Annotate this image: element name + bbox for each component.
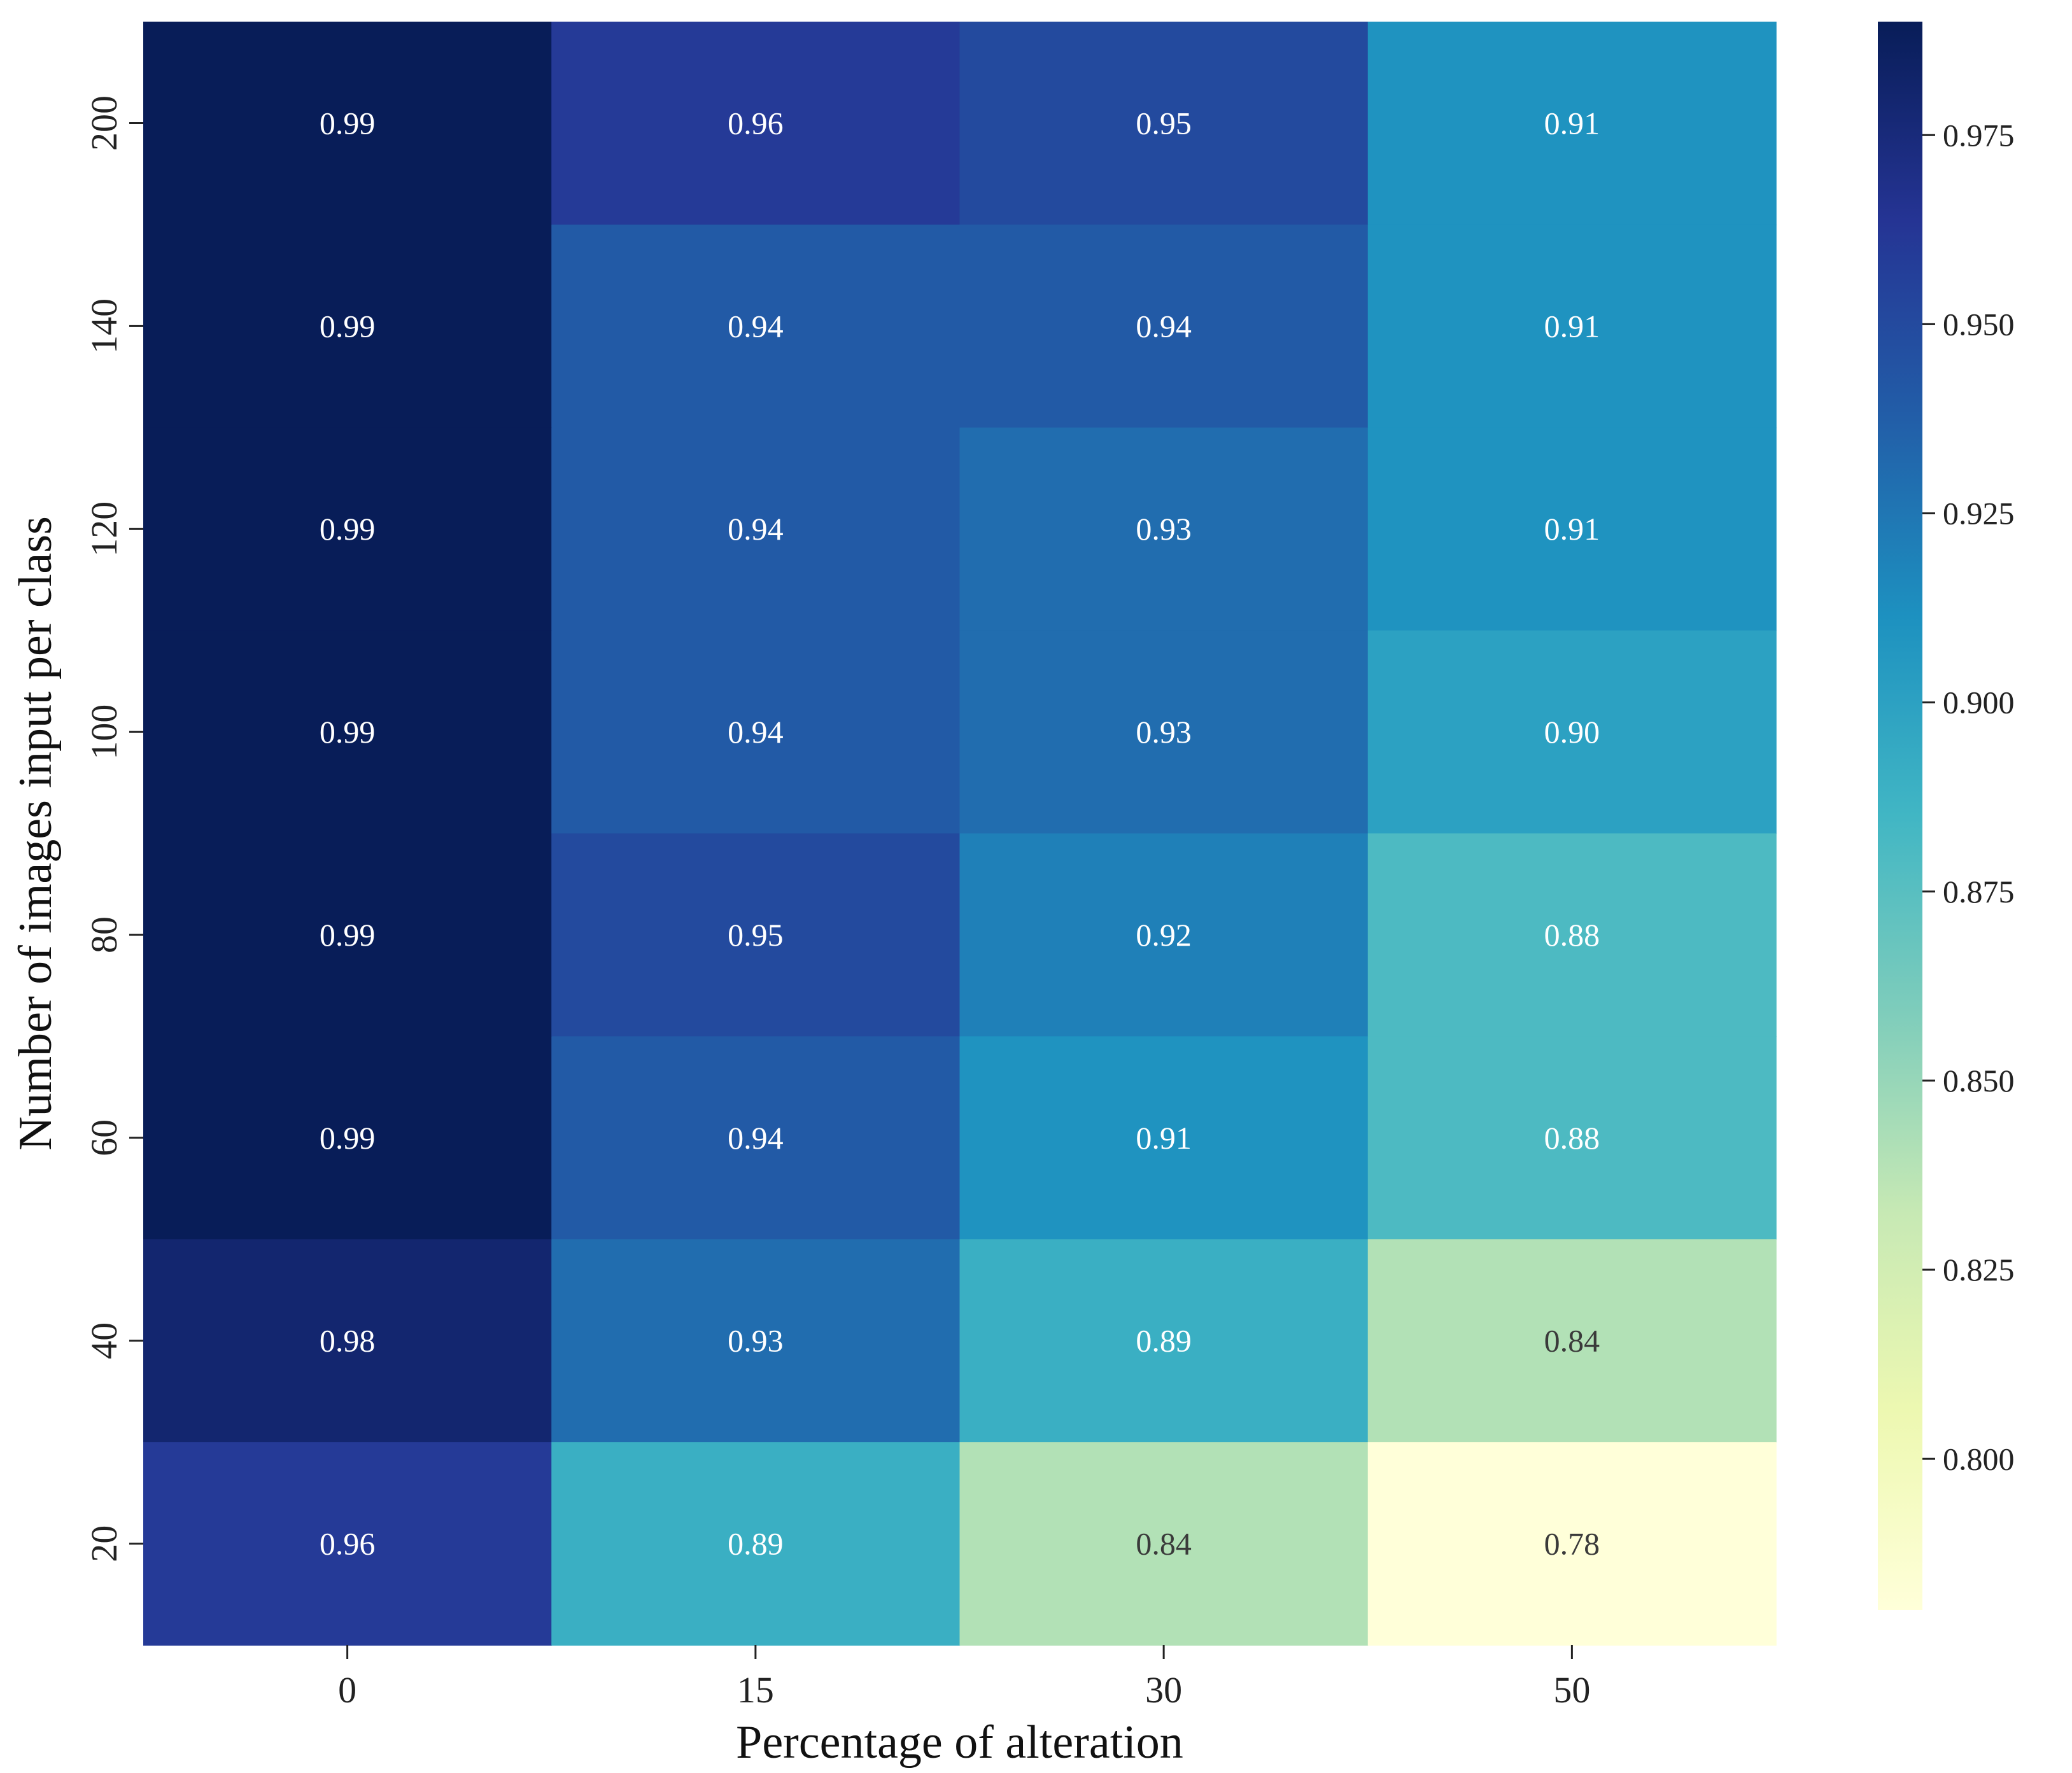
heatmap-cell-r5-c1 <box>551 1036 961 1240</box>
colorbar: 0.800 0.825 0.850 0.875 0.900 0.925 0.950 0.975 <box>1878 22 2015 1610</box>
heatmap-cell-r6-c2 <box>959 1239 1369 1443</box>
cell-value-r3-c1: 0.94 <box>728 714 784 750</box>
heatmap-cell-r4-c0 <box>143 833 553 1037</box>
x-axis: 0 15 30 50 <box>338 1645 1590 1711</box>
heatmap-cell-r0-c0 <box>143 22 553 225</box>
heatmap-cell-r5-c3 <box>1367 1036 1777 1240</box>
cell-value-r2-c3: 0.91 <box>1544 511 1600 547</box>
colorbar-scale <box>1878 22 1922 1610</box>
cell-value-r4-c1: 0.95 <box>728 917 784 953</box>
heatmap-annotations: 0.99 0.96 0.95 0.91 0.99 0.94 0.94 0.91 0.99 0.94… <box>320 105 1600 1561</box>
colorbar-tick-label-5: 0.925 <box>1943 496 2015 531</box>
heatmap-cell-r2-c2 <box>959 427 1369 631</box>
cell-value-r4-c0: 0.99 <box>320 917 376 953</box>
heatmap-cell-r0-c1 <box>551 22 961 225</box>
heatmap-cell-r7-c2 <box>959 1442 1369 1646</box>
cell-value-r5-c0: 0.99 <box>320 1120 376 1156</box>
cell-value-r6-c0: 0.98 <box>320 1323 376 1359</box>
cell-value-r5-c3: 0.88 <box>1544 1120 1600 1156</box>
heatmap-cell-r3-c0 <box>143 630 553 834</box>
y-axis: 200 140 120 100 80 60 40 20 <box>83 95 143 1562</box>
cell-value-r7-c2: 0.84 <box>1136 1526 1192 1562</box>
colorbar-tick-label-2: 0.850 <box>1943 1063 2015 1098</box>
cell-value-r1-c0: 0.99 <box>320 308 376 344</box>
cell-value-r7-c3: 0.78 <box>1544 1526 1600 1562</box>
y-tick-label-120: 120 <box>83 501 125 557</box>
cell-value-r2-c1: 0.94 <box>728 511 784 547</box>
y-tick-label-80: 80 <box>83 916 125 953</box>
heatmap-cell-r7-c1 <box>551 1442 961 1646</box>
cell-value-r7-c0: 0.96 <box>320 1526 376 1562</box>
cell-value-r7-c1: 0.89 <box>728 1526 784 1562</box>
heatmap-cell-r1-c3 <box>1367 224 1777 428</box>
cell-value-r4-c3: 0.88 <box>1544 917 1600 953</box>
cell-value-r0-c1: 0.96 <box>728 105 784 141</box>
cell-value-r3-c3: 0.90 <box>1544 714 1600 750</box>
heatmap-cell-r5-c0 <box>143 1036 553 1240</box>
x-axis-title: Percentage of alteration <box>736 1716 1183 1769</box>
heatmap-cell-r0-c3 <box>1367 22 1777 225</box>
cell-value-r3-c2: 0.93 <box>1136 714 1192 750</box>
heatmap-cell-r4-c3 <box>1367 833 1777 1037</box>
heatmap-cell-r3-c2 <box>959 630 1369 834</box>
y-tick-label-200: 200 <box>83 95 125 151</box>
heatmap-cell-r4-c1 <box>551 833 961 1037</box>
heatmap-cell-r1-c0 <box>143 224 553 428</box>
y-tick-label-20: 20 <box>83 1525 125 1562</box>
heatmap-cell-r2-c3 <box>1367 427 1777 631</box>
x-tick-label-0: 0 <box>338 1669 356 1711</box>
colorbar-tick-label-6: 0.950 <box>1943 306 2015 342</box>
cell-value-r0-c2: 0.95 <box>1136 105 1192 141</box>
colorbar-tick-label-7: 0.975 <box>1943 117 2015 153</box>
cell-value-r0-c3: 0.91 <box>1544 105 1600 141</box>
heatmap-cell-r2-c1 <box>551 427 961 631</box>
heatmap-cell-r1-c1 <box>551 224 961 428</box>
y-tick-label-60: 60 <box>83 1119 125 1156</box>
cell-value-r1-c3: 0.91 <box>1544 308 1600 344</box>
heatmap-cell-r6-c1 <box>551 1239 961 1443</box>
heatmap-cell-r0-c2 <box>959 22 1369 225</box>
cell-value-r1-c2: 0.94 <box>1136 308 1192 344</box>
x-tick-label-15: 15 <box>737 1669 774 1711</box>
heatmap-cell-r6-c0 <box>143 1239 553 1443</box>
x-tick-label-50: 50 <box>1553 1669 1590 1711</box>
y-tick-label-40: 40 <box>83 1322 125 1359</box>
colorbar-tick-label-4: 0.900 <box>1943 685 2015 720</box>
cell-value-r5-c1: 0.94 <box>728 1120 784 1156</box>
cell-value-r1-c1: 0.94 <box>728 308 784 344</box>
heatmap-cell-r4-c2 <box>959 833 1369 1037</box>
heatmap-cell-r6-c3 <box>1367 1239 1777 1443</box>
colorbar-tick-label-3: 0.875 <box>1943 874 2015 909</box>
heatmap-cell-r7-c0 <box>143 1442 553 1646</box>
y-axis-title: Number of images input per class <box>10 516 62 1151</box>
cell-value-r5-c2: 0.91 <box>1136 1120 1192 1156</box>
colorbar-tick-label-0: 0.800 <box>1943 1441 2015 1476</box>
heatmap-cells <box>143 22 1777 1646</box>
heatmap-cell-r5-c2 <box>959 1036 1369 1240</box>
cell-value-r0-c0: 0.99 <box>320 105 376 141</box>
x-tick-label-30: 30 <box>1145 1669 1182 1711</box>
heatmap-cell-r7-c3 <box>1367 1442 1777 1646</box>
y-tick-label-100: 100 <box>83 704 125 760</box>
heatmap-cell-r3-c1 <box>551 630 961 834</box>
cell-value-r2-c0: 0.99 <box>320 511 376 547</box>
heatmap-cell-r2-c0 <box>143 427 553 631</box>
cell-value-r4-c2: 0.92 <box>1136 917 1192 953</box>
y-tick-label-140: 140 <box>83 298 125 354</box>
cell-value-r6-c3: 0.84 <box>1544 1323 1600 1359</box>
cell-value-r3-c0: 0.99 <box>320 714 376 750</box>
heatmap-cell-r1-c2 <box>959 224 1369 428</box>
colorbar-tick-label-1: 0.825 <box>1943 1252 2015 1287</box>
heatmap-cell-r3-c3 <box>1367 630 1777 834</box>
cell-value-r6-c2: 0.89 <box>1136 1323 1192 1359</box>
cell-value-r2-c2: 0.93 <box>1136 511 1192 547</box>
cell-value-r6-c1: 0.93 <box>728 1323 784 1359</box>
